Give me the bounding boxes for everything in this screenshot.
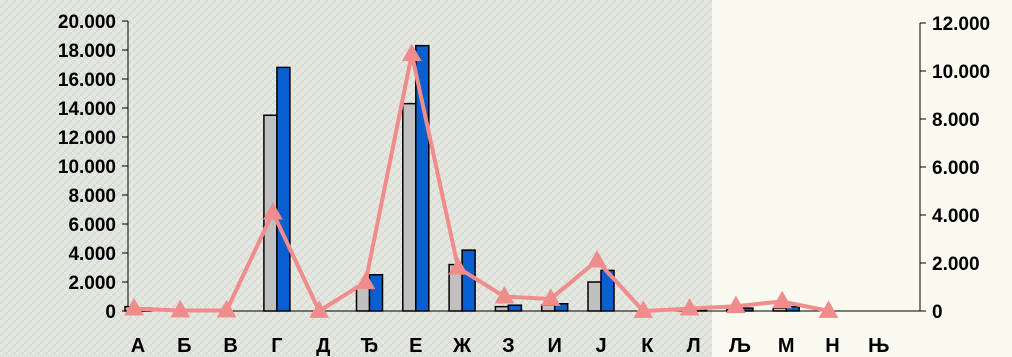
tick-labels: 0 2.000 4.000 6.000 8.000 10.000 12.000 14.000 1… xyxy=(58,12,990,357)
bar xyxy=(461,249,476,312)
category-label: Ж xyxy=(452,335,472,357)
right-tick-label: 10.000 xyxy=(932,62,990,83)
category-label: Љ xyxy=(729,335,751,357)
right-tick-label: 6.000 xyxy=(932,158,980,179)
left-tick-label: 0 xyxy=(105,302,116,323)
left-tick-label: 6.000 xyxy=(68,215,116,236)
bar xyxy=(540,304,556,312)
right-tick-label: 0 xyxy=(932,302,943,323)
triangle-marker xyxy=(726,295,746,314)
bar xyxy=(276,66,291,312)
bar xyxy=(507,304,523,312)
right-tick-label: 4.000 xyxy=(932,206,980,227)
category-label: В xyxy=(223,335,237,357)
triangle-marker xyxy=(401,43,422,62)
series-line xyxy=(133,52,829,313)
left-tick-label: 8.000 xyxy=(68,186,116,207)
line-series xyxy=(124,43,839,318)
category-label: М xyxy=(778,335,795,357)
bar xyxy=(368,274,384,312)
left-tick-label: 16.000 xyxy=(58,70,116,91)
bar xyxy=(772,307,787,312)
triangle-marker xyxy=(170,299,191,318)
triangle-marker xyxy=(818,300,839,318)
category-label: Д xyxy=(316,335,330,357)
bar xyxy=(402,102,417,312)
right-tick-label: 8.000 xyxy=(932,110,980,131)
category-label: И xyxy=(548,335,562,357)
bar xyxy=(587,281,602,312)
right-tick-label: 12.000 xyxy=(932,14,990,35)
bar xyxy=(494,305,510,312)
triangle-marker xyxy=(216,299,237,318)
left-tick-label: 20.000 xyxy=(58,12,116,33)
left-tick-label: 10.000 xyxy=(58,157,116,178)
bar xyxy=(785,305,800,312)
left-tick-label: 4.000 xyxy=(68,244,116,265)
triangle-marker xyxy=(124,297,144,316)
plot-background-right xyxy=(712,0,1012,357)
triangle-marker xyxy=(494,285,515,304)
category-label: Г xyxy=(271,335,282,357)
triangle-marker xyxy=(309,300,330,318)
triangle-marker xyxy=(263,201,283,220)
category-label: Е xyxy=(409,335,422,357)
triangle-marker xyxy=(587,249,607,268)
left-tick-label: 18.000 xyxy=(58,41,116,62)
category-label: Н xyxy=(825,335,839,357)
category-label: А xyxy=(131,335,145,357)
category-label: Б xyxy=(177,335,191,357)
triangle-marker xyxy=(355,271,376,290)
triangle-marker xyxy=(540,288,561,306)
left-tick-label: 12.000 xyxy=(58,128,116,149)
category-label: Ђ xyxy=(361,335,379,357)
triangle-marker xyxy=(633,300,654,318)
category-label: Л xyxy=(687,335,701,357)
left-tick-label: 2.000 xyxy=(68,273,116,294)
category-label: З xyxy=(502,335,515,357)
triangle-marker xyxy=(772,290,793,309)
triangle-marker xyxy=(679,297,700,316)
triangle-marker xyxy=(448,257,468,275)
left-tick-label: 14.000 xyxy=(58,99,116,120)
bar xyxy=(355,285,371,312)
category-label: К xyxy=(641,335,654,357)
category-label: Ј xyxy=(595,335,606,357)
category-label: Њ xyxy=(868,335,889,357)
right-tick-label: 2.000 xyxy=(932,254,980,275)
bar xyxy=(553,303,569,312)
